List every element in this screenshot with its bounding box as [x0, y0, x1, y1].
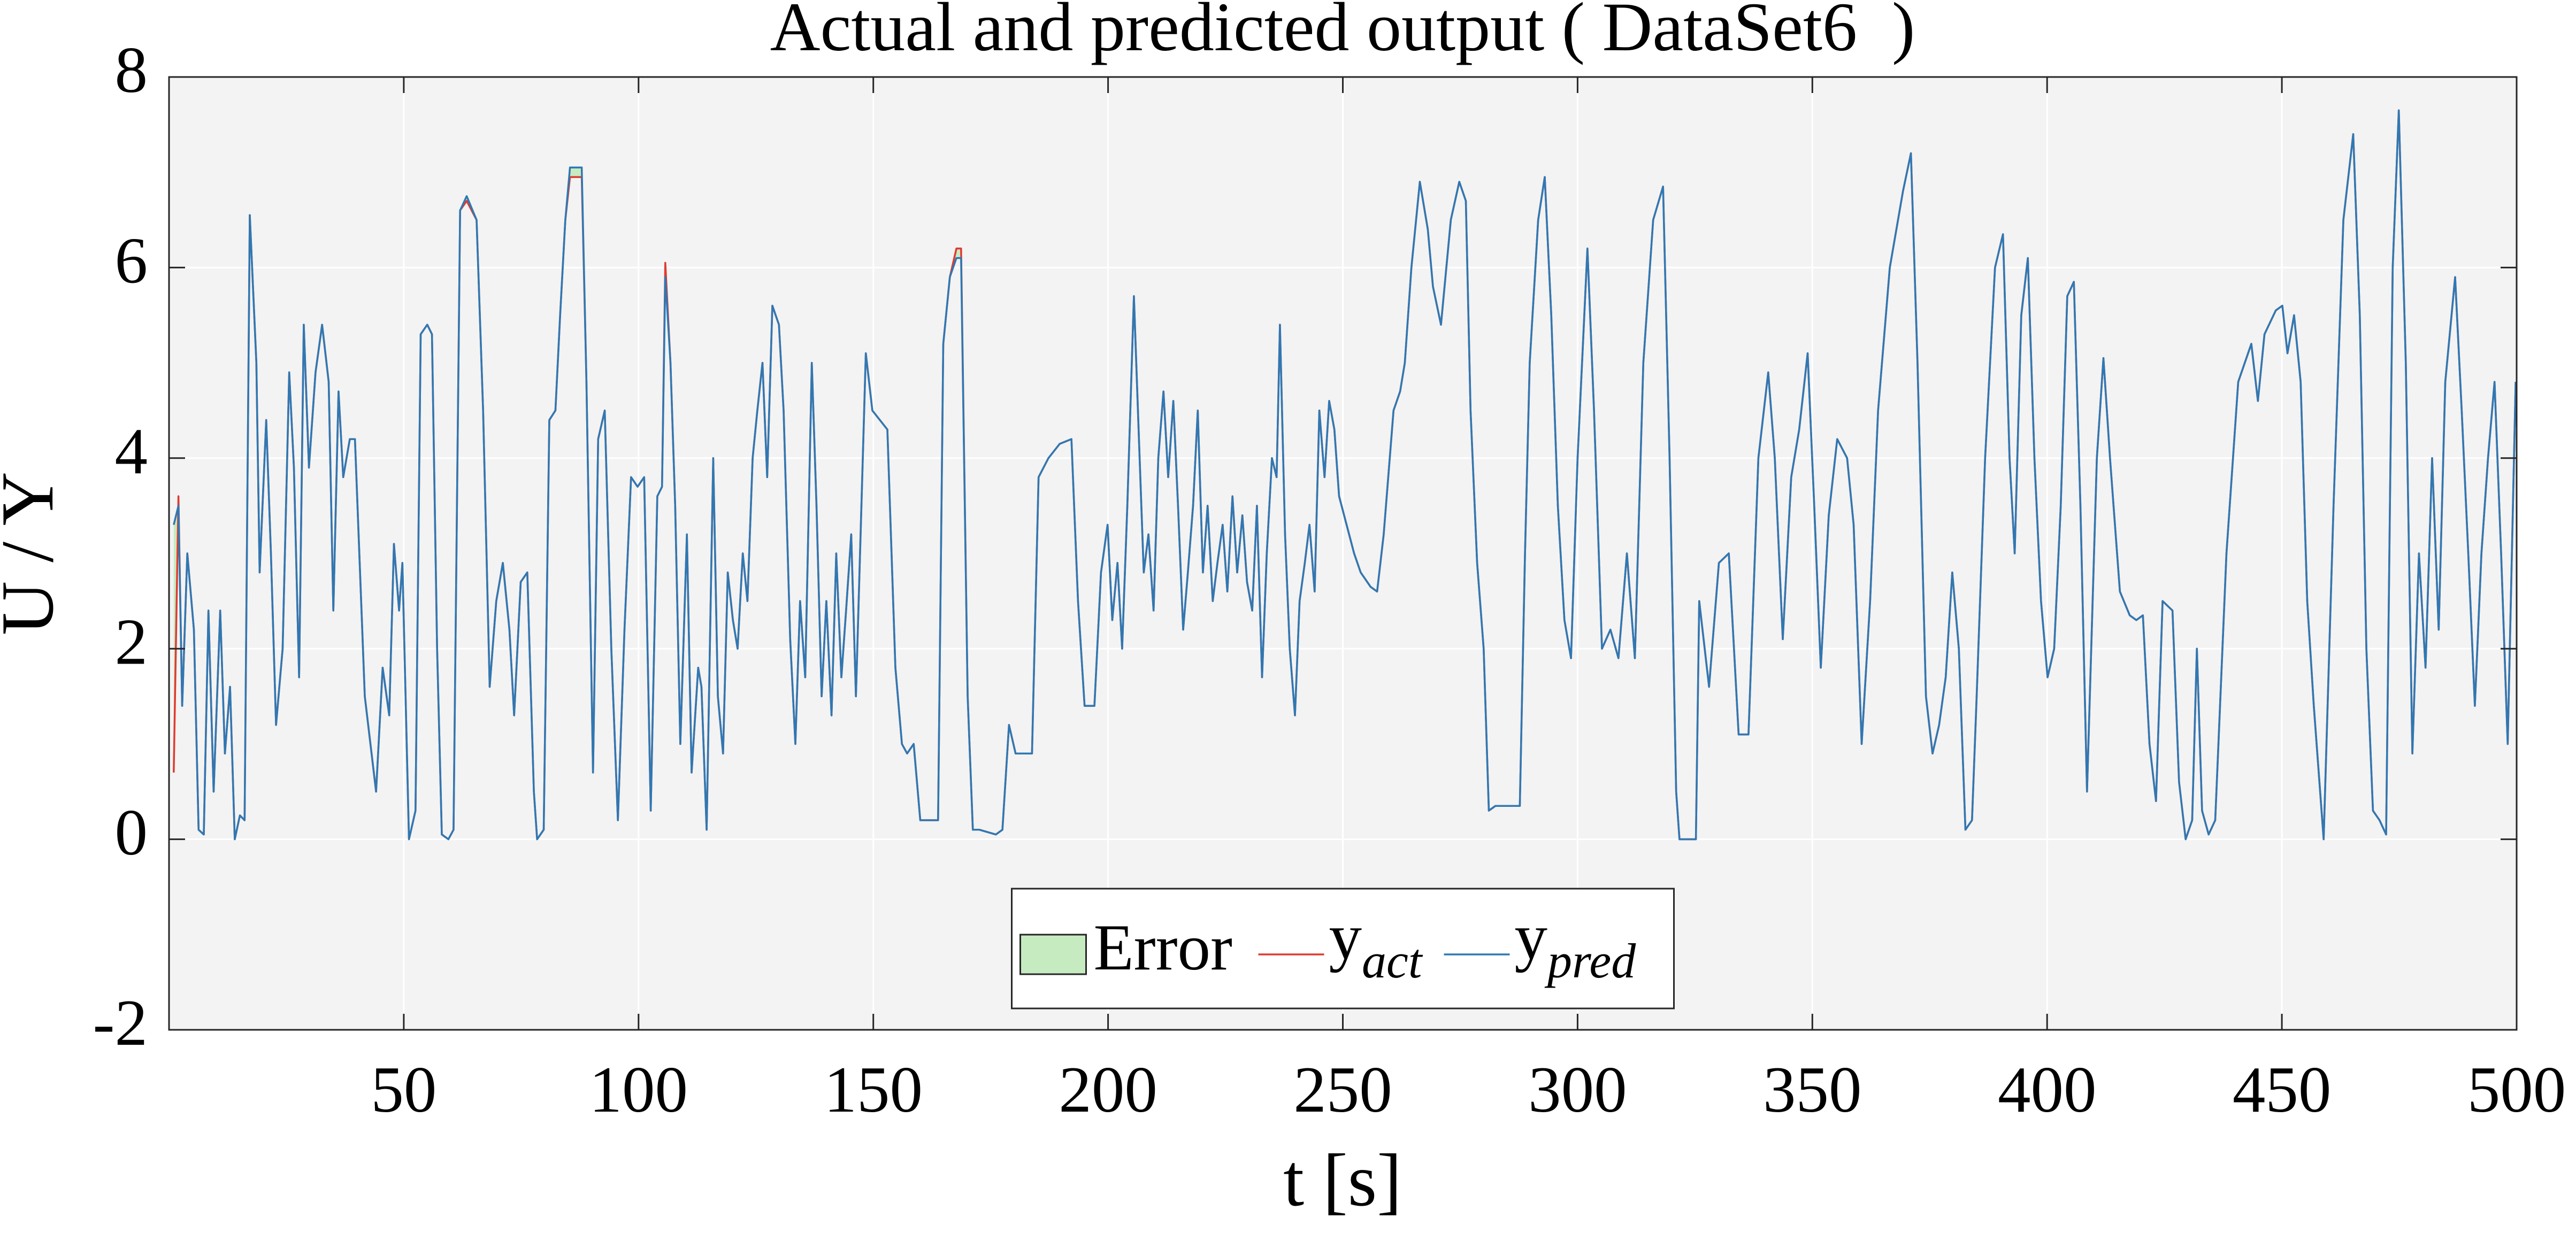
y-tick-label: 4	[115, 414, 148, 488]
legend-swatch	[1019, 934, 1087, 975]
legend-box	[1011, 888, 1675, 1009]
legend-label: yact	[1329, 900, 1423, 988]
x-tick-label: 500	[2467, 1053, 2566, 1126]
x-axis-label: t [s]	[1283, 1139, 1402, 1222]
x-tick-label: 100	[589, 1053, 688, 1126]
legend-label: ypred	[1515, 900, 1637, 988]
y-tick-label: 8	[115, 33, 148, 106]
x-tick-label: 300	[1528, 1053, 1627, 1126]
x-tick-label: 250	[1293, 1053, 1392, 1126]
y-tick-label: 2	[115, 605, 148, 678]
marks	[173, 109, 2517, 841]
series-line	[173, 109, 2517, 841]
y-tick-label: 0	[115, 796, 148, 869]
legend: Error yact ypred	[1011, 888, 1675, 1009]
y-axis-label: U / Y	[0, 472, 69, 635]
ticks: -2 0 2 4 6 8 50 100 150 200 250 300 350 400 450 500	[93, 33, 2566, 1126]
y-tick-label: -2	[93, 986, 148, 1059]
x-tick-label: 50	[371, 1053, 436, 1126]
x-tick-label: 350	[1763, 1053, 1862, 1126]
chart-title: Actual and predicted output ( DataSet6 )	[770, 0, 1915, 66]
x-tick-label: 450	[2233, 1053, 2332, 1126]
y-tick-label: 6	[115, 224, 148, 297]
legend-label: Error	[1094, 911, 1233, 984]
x-tick-label: 400	[1998, 1053, 2097, 1126]
x-tick-label: 150	[824, 1053, 923, 1126]
x-tick-label: 200	[1059, 1053, 1157, 1126]
